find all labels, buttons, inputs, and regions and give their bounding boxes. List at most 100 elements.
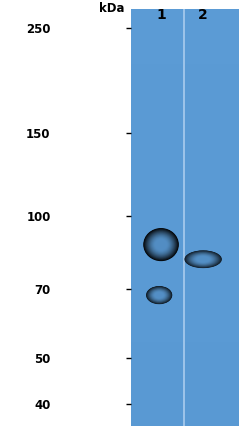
- Bar: [131, 36, 239, 51]
- Ellipse shape: [193, 255, 213, 264]
- Ellipse shape: [195, 255, 211, 263]
- Ellipse shape: [147, 231, 175, 258]
- Ellipse shape: [197, 256, 210, 262]
- Bar: [131, 286, 239, 301]
- Ellipse shape: [184, 251, 222, 268]
- Ellipse shape: [155, 292, 164, 298]
- Ellipse shape: [194, 255, 212, 264]
- Ellipse shape: [197, 256, 209, 262]
- Ellipse shape: [188, 252, 218, 267]
- Ellipse shape: [148, 287, 170, 303]
- Ellipse shape: [195, 255, 211, 263]
- Ellipse shape: [196, 256, 210, 263]
- Ellipse shape: [148, 288, 170, 303]
- Ellipse shape: [196, 256, 211, 263]
- Ellipse shape: [148, 287, 171, 303]
- Ellipse shape: [153, 291, 166, 299]
- Ellipse shape: [146, 231, 176, 258]
- Ellipse shape: [185, 251, 221, 268]
- Ellipse shape: [152, 236, 170, 253]
- Ellipse shape: [144, 229, 178, 260]
- Ellipse shape: [150, 289, 168, 301]
- Ellipse shape: [185, 251, 221, 268]
- Ellipse shape: [146, 230, 176, 259]
- Ellipse shape: [151, 235, 171, 254]
- Ellipse shape: [148, 232, 174, 257]
- Bar: [131, 175, 239, 189]
- Ellipse shape: [152, 236, 170, 253]
- Ellipse shape: [143, 228, 179, 261]
- Bar: [131, 328, 239, 342]
- Ellipse shape: [155, 239, 167, 250]
- Ellipse shape: [149, 233, 173, 256]
- Ellipse shape: [154, 238, 169, 251]
- Ellipse shape: [191, 254, 216, 265]
- Ellipse shape: [151, 289, 167, 301]
- Ellipse shape: [148, 233, 174, 256]
- Bar: [131, 301, 239, 314]
- Ellipse shape: [149, 288, 170, 302]
- Bar: [131, 384, 239, 398]
- Ellipse shape: [153, 237, 169, 252]
- Bar: [131, 120, 239, 134]
- Bar: [131, 92, 239, 106]
- Ellipse shape: [151, 290, 167, 301]
- Ellipse shape: [146, 286, 172, 304]
- Ellipse shape: [155, 292, 164, 298]
- Ellipse shape: [146, 286, 172, 304]
- Bar: [131, 217, 239, 231]
- Bar: [131, 64, 239, 78]
- Ellipse shape: [154, 292, 164, 299]
- Ellipse shape: [193, 254, 213, 264]
- Ellipse shape: [154, 238, 168, 251]
- Bar: [131, 189, 239, 203]
- Ellipse shape: [152, 290, 167, 300]
- Ellipse shape: [191, 254, 215, 265]
- Ellipse shape: [188, 252, 219, 267]
- Ellipse shape: [186, 251, 220, 267]
- Ellipse shape: [145, 229, 178, 260]
- Ellipse shape: [149, 234, 173, 256]
- Ellipse shape: [189, 253, 217, 266]
- Ellipse shape: [192, 254, 215, 265]
- Bar: [131, 106, 239, 120]
- Ellipse shape: [149, 289, 169, 302]
- Text: 1: 1: [156, 8, 166, 22]
- Ellipse shape: [187, 251, 220, 267]
- Ellipse shape: [155, 239, 167, 251]
- Ellipse shape: [152, 290, 166, 300]
- Bar: [131, 259, 239, 273]
- Bar: [131, 148, 239, 162]
- Ellipse shape: [189, 252, 218, 266]
- Bar: [131, 273, 239, 286]
- Bar: [131, 398, 239, 412]
- Bar: [131, 370, 239, 384]
- Ellipse shape: [151, 235, 172, 254]
- Ellipse shape: [151, 235, 171, 254]
- Bar: [131, 51, 239, 64]
- Ellipse shape: [187, 252, 219, 267]
- Ellipse shape: [152, 290, 166, 300]
- Bar: [131, 231, 239, 245]
- Ellipse shape: [147, 232, 175, 257]
- Ellipse shape: [192, 254, 214, 264]
- Ellipse shape: [189, 253, 217, 266]
- Bar: [131, 314, 239, 328]
- Text: kDa: kDa: [99, 2, 125, 15]
- Ellipse shape: [150, 235, 172, 255]
- Ellipse shape: [190, 253, 216, 265]
- Bar: [131, 162, 239, 175]
- Ellipse shape: [190, 253, 217, 266]
- Ellipse shape: [150, 234, 172, 255]
- Ellipse shape: [144, 229, 178, 261]
- Ellipse shape: [145, 230, 177, 260]
- Ellipse shape: [192, 254, 214, 264]
- Bar: [131, 356, 239, 370]
- Ellipse shape: [153, 237, 169, 252]
- Ellipse shape: [149, 288, 169, 302]
- Ellipse shape: [149, 288, 169, 302]
- Ellipse shape: [148, 232, 174, 257]
- Ellipse shape: [151, 289, 167, 301]
- Ellipse shape: [154, 292, 164, 299]
- Ellipse shape: [147, 287, 171, 304]
